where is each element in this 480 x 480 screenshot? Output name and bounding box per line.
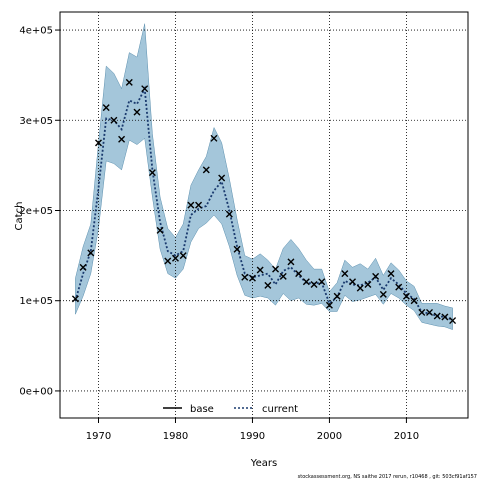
observed-point-marker [218,174,226,182]
observed-point-marker [187,201,195,209]
y-axis-ticks: 0e+00 1e+05 2e+05 3e+05 4e+05 [19,26,60,397]
observed-point-marker [164,257,172,265]
observed-point-marker [272,265,280,273]
observed-point-marker [195,201,203,209]
observed-point-marker [87,249,95,257]
observed-point-marker [341,270,349,278]
observed-point-marker [171,254,179,262]
footnote: stockassessment.org, NS saithe 2017 reru… [298,474,477,480]
observed-point-marker [264,281,272,289]
observed-point-marker [449,317,457,325]
observed-point-marker [133,108,141,116]
legend-current-label: current [262,404,298,415]
x-tick-label: 1990 [240,431,265,442]
observed-point-marker [433,312,441,320]
legend: base current [163,404,298,415]
observed-point-marker [295,270,303,278]
y-tick-label: 4e+05 [19,26,53,37]
y-tick-label: 1e+05 [19,296,53,307]
observed-point-marker [333,292,341,300]
observed-point-marker [318,278,326,286]
observed-point-marker [410,297,418,305]
observed-point-marker [79,263,87,271]
observed-point-marker [387,270,395,278]
observed-point-marker [241,273,249,281]
observed-point-marker [279,272,287,280]
observed-point-marker [202,166,210,174]
observed-point-marker [402,292,410,300]
observed-point-marker [125,78,133,86]
observed-point-marker [141,85,149,93]
observed-point-marker [256,266,264,274]
observed-point-marker [233,245,241,253]
observed-point-marker [364,280,372,288]
y-tick-label: 3e+05 [19,116,53,127]
observed-point-marker [395,283,403,291]
plot-frame [59,11,469,419]
observed-point-marker [248,274,256,282]
observed-point-marker [310,280,318,288]
confidence-band [75,23,453,330]
observed-point-marker [287,258,295,266]
observed-point-marker [210,134,218,142]
grid-lines [60,12,468,418]
legend-base-label: base [190,404,214,415]
observed-point-marker [372,272,380,280]
observed-point-marker [148,169,156,177]
observed-point-marker [418,308,426,316]
observed-point-marker [94,139,102,147]
y-tick-label: 2e+05 [19,206,53,217]
x-tick-label: 2000 [317,431,342,442]
observed-point-marker [156,226,164,234]
observed-point-marker [118,135,126,143]
x-axis-ticks: 1970 1980 1990 2000 2010 [86,418,419,442]
observed-point-marker [71,295,79,303]
observed-point-marker [325,301,333,309]
observed-point-marker [426,308,434,316]
y-axis-title: Catch [14,202,25,231]
observed-point-marker [225,210,233,218]
x-tick-label: 1980 [163,431,188,442]
observed-point-marker [349,278,357,286]
observed-point-marker [441,313,449,321]
observed-point-marker [110,116,118,124]
observed-point-marker [179,252,187,260]
x-tick-label: 1970 [86,431,111,442]
observed-point-marker [302,278,310,286]
x-axis-title: Years [250,458,277,469]
observed-point-marker [379,290,387,298]
y-tick-label: 0e+00 [19,386,53,397]
observed-point-marker [102,104,110,112]
x-tick-label: 2010 [394,431,419,442]
observed-markers [71,78,457,325]
observed-point-marker [356,284,364,292]
